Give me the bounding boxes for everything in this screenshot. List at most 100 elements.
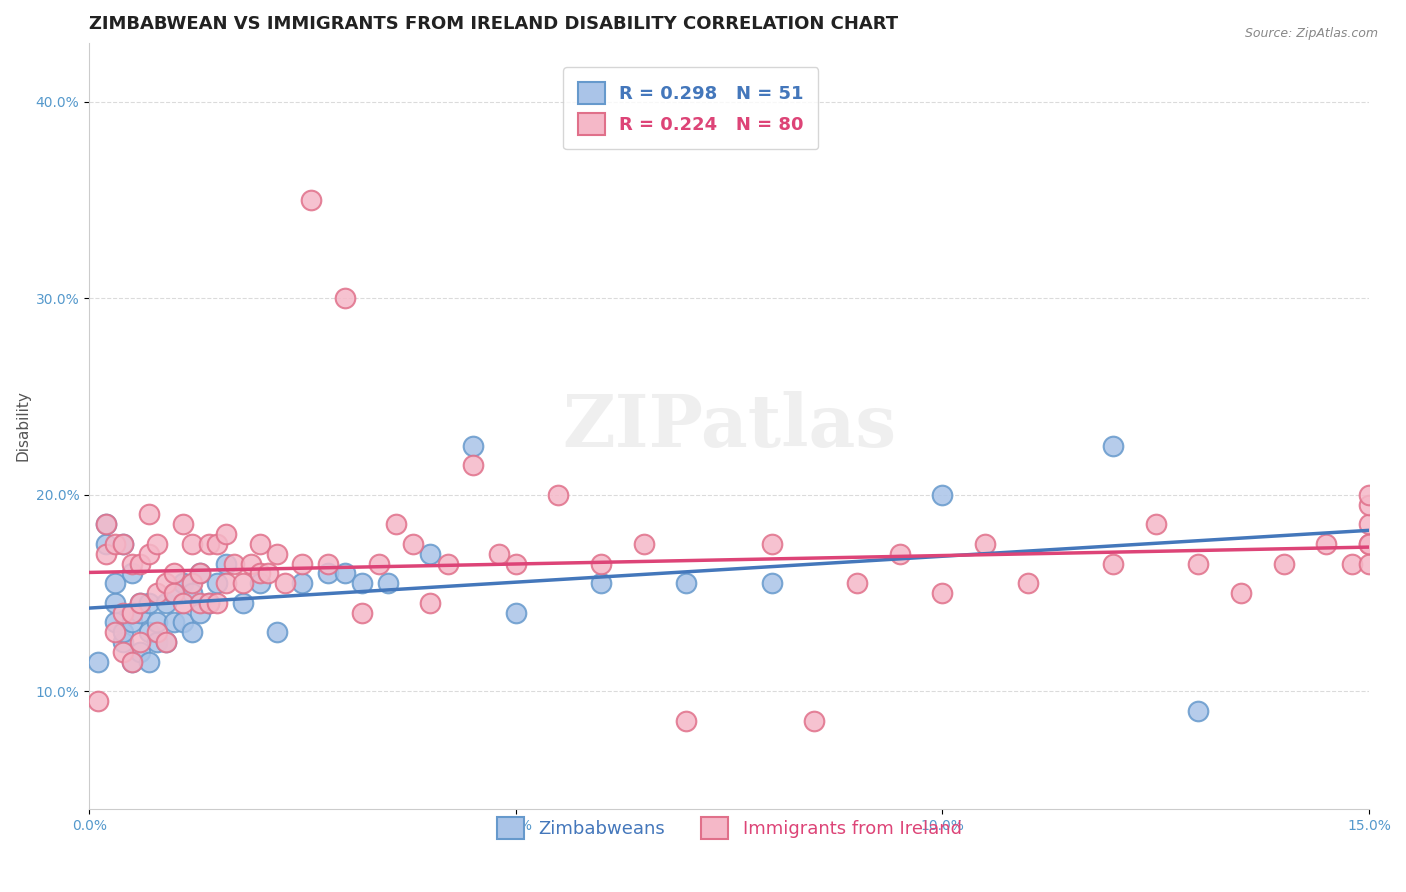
Point: [155, 576, 177, 591]
Point: [232, 596, 254, 610]
Point: [1144, 517, 1167, 532]
Point: [205, 537, 228, 551]
Point: [761, 537, 783, 551]
Point: [138, 625, 160, 640]
Point: [121, 615, 143, 630]
Point: [675, 714, 697, 728]
Point: [112, 645, 135, 659]
Point: [1272, 557, 1295, 571]
Point: [205, 576, 228, 591]
Point: [121, 557, 143, 571]
Point: [463, 439, 485, 453]
Point: [205, 596, 228, 610]
Point: [316, 566, 339, 581]
Point: [1230, 586, 1253, 600]
Point: [333, 566, 356, 581]
Point: [352, 606, 374, 620]
Point: [505, 557, 527, 571]
Point: [188, 566, 211, 581]
Point: [291, 576, 314, 591]
Point: [155, 596, 177, 610]
Point: [1358, 498, 1381, 512]
Point: [163, 586, 186, 600]
Point: [1017, 576, 1039, 591]
Point: [197, 537, 219, 551]
Point: [974, 537, 997, 551]
Point: [1358, 517, 1381, 532]
Point: [385, 517, 408, 532]
Point: [129, 596, 152, 610]
Point: [188, 596, 211, 610]
Point: [172, 517, 194, 532]
Point: [1187, 557, 1209, 571]
Point: [266, 547, 288, 561]
Legend: Zimbabweans, Immigrants from Ireland: Zimbabweans, Immigrants from Ireland: [489, 810, 969, 847]
Point: [96, 517, 118, 532]
Point: [488, 547, 510, 561]
Point: [291, 557, 314, 571]
Point: [121, 655, 143, 669]
Point: [402, 537, 425, 551]
Point: [591, 576, 613, 591]
Point: [675, 576, 697, 591]
Point: [889, 547, 911, 561]
Point: [249, 566, 271, 581]
Point: [1358, 488, 1381, 502]
Point: [163, 615, 186, 630]
Point: [96, 537, 118, 551]
Point: [112, 537, 135, 551]
Point: [368, 557, 391, 571]
Point: [419, 547, 441, 561]
Point: [188, 566, 211, 581]
Point: [274, 576, 297, 591]
Point: [104, 576, 127, 591]
Point: [1358, 537, 1381, 551]
Point: [505, 606, 527, 620]
Point: [419, 596, 441, 610]
Point: [146, 625, 169, 640]
Point: [172, 596, 194, 610]
Point: [266, 625, 288, 640]
Point: [249, 537, 271, 551]
Point: [155, 635, 177, 649]
Point: [163, 566, 186, 581]
Point: [96, 547, 118, 561]
Point: [138, 547, 160, 561]
Point: [104, 625, 127, 640]
Point: [633, 537, 655, 551]
Point: [163, 586, 186, 600]
Point: [1187, 704, 1209, 718]
Point: [104, 615, 127, 630]
Point: [112, 606, 135, 620]
Text: ZIMBABWEAN VS IMMIGRANTS FROM IRELAND DISABILITY CORRELATION CHART: ZIMBABWEAN VS IMMIGRANTS FROM IRELAND DI…: [89, 15, 898, 33]
Point: [188, 606, 211, 620]
Point: [240, 557, 263, 571]
Point: [104, 596, 127, 610]
Point: [1102, 557, 1125, 571]
Point: [1358, 537, 1381, 551]
Point: [232, 576, 254, 591]
Point: [180, 625, 202, 640]
Point: [463, 458, 485, 473]
Point: [146, 537, 169, 551]
Text: ZIPatlas: ZIPatlas: [562, 391, 896, 461]
Point: [146, 615, 169, 630]
Point: [352, 576, 374, 591]
Point: [1102, 439, 1125, 453]
Point: [180, 576, 202, 591]
Point: [129, 596, 152, 610]
Point: [1315, 537, 1337, 551]
Point: [129, 606, 152, 620]
Point: [180, 586, 202, 600]
Point: [112, 625, 135, 640]
Point: [146, 586, 169, 600]
Point: [761, 576, 783, 591]
Point: [172, 576, 194, 591]
Y-axis label: Disability: Disability: [15, 391, 30, 461]
Point: [846, 576, 869, 591]
Point: [121, 606, 143, 620]
Point: [377, 576, 399, 591]
Point: [931, 586, 953, 600]
Point: [215, 557, 238, 571]
Point: [316, 557, 339, 571]
